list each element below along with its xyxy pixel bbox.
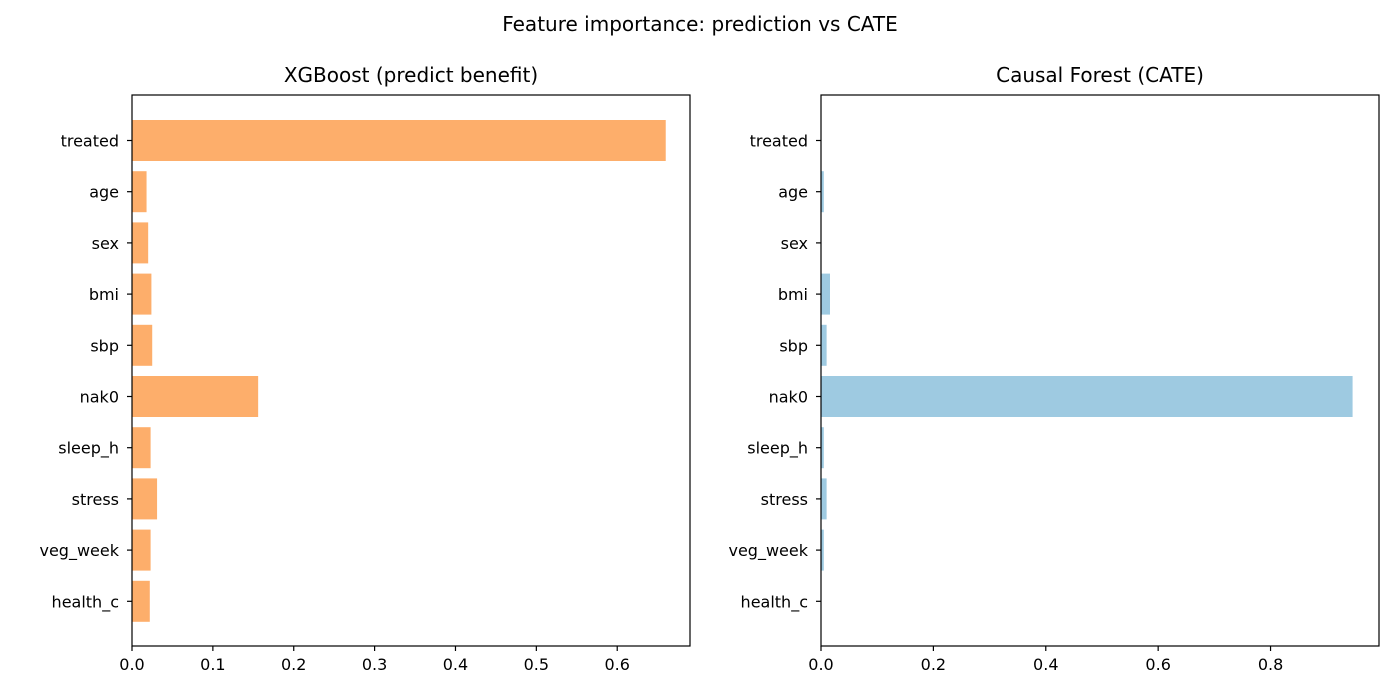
causal-forest-ytick-label-sbp: sbp [779, 336, 808, 355]
xgboost-ytick-label-age: age [89, 183, 119, 202]
xgboost-ytick-label-nak0: nak0 [80, 388, 119, 407]
causal-forest-xtick-label: 0.4 [1033, 655, 1058, 674]
xgboost-bar-sbp [132, 324, 153, 366]
causal-forest-xtick-label: 0.6 [1145, 655, 1170, 674]
xgboost-bar-sleep_h [132, 427, 151, 469]
xgboost-ytick-label-health_c: health_c [52, 592, 119, 612]
xgboost-ytick-label-stress: stress [72, 490, 119, 509]
xgboost-xtick-label: 0.0 [119, 655, 144, 674]
xgboost-xtick-label: 0.6 [604, 655, 629, 674]
xgboost-ytick-label-sbp: sbp [90, 336, 119, 355]
xgboost-title: XGBoost (predict benefit) [284, 63, 538, 87]
xgboost-ytick-label-treated: treated [61, 132, 119, 151]
xgboost-xtick-label: 0.3 [362, 655, 387, 674]
xgboost-ytick-label-bmi: bmi [89, 285, 119, 304]
xgboost-bar-age [132, 171, 147, 213]
causal-forest-ytick-label-age: age [778, 183, 808, 202]
causal-forest-title: Causal Forest (CATE) [996, 63, 1204, 87]
xgboost-bar-bmi [132, 273, 152, 315]
causal-forest-ytick-label-sleep_h: sleep_h [747, 439, 808, 459]
xgboost-xtick-label: 0.4 [443, 655, 468, 674]
xgboost-bar-treated [132, 120, 666, 161]
causal-forest-ytick-label-bmi: bmi [778, 285, 808, 304]
xgboost-ytick-label-sex: sex [92, 234, 119, 253]
xgboost-xtick-label: 0.2 [281, 655, 306, 674]
causal-forest-ytick-label-veg_week: veg_week [728, 541, 808, 561]
xgboost-bar-nak0 [132, 376, 259, 417]
causal-forest-axes-frame [820, 94, 1380, 647]
xgboost-bar-veg_week [132, 529, 151, 571]
xgboost-bar-sex [132, 222, 149, 264]
xgboost-axes-frame [131, 94, 691, 647]
causal-forest-ytick-label-treated: treated [750, 132, 808, 151]
causal-forest-bar-veg_week [821, 529, 824, 571]
causal-forest-xtick-label: 0.8 [1258, 655, 1283, 674]
causal-forest-xtick-label: 0.0 [808, 655, 833, 674]
causal-forest-ytick-label-health_c: health_c [741, 592, 808, 612]
xgboost-ytick-label-sleep_h: sleep_h [58, 439, 119, 459]
xgboost-xtick-label: 0.1 [200, 655, 225, 674]
panel-causal-forest: Causal Forest (CATE) treated age sex bmi sbp n… [728, 63, 1380, 674]
xgboost-bar-stress [132, 478, 158, 520]
figure-title: Feature importance: prediction vs CATE [502, 12, 898, 36]
causal-forest-bar-nak0 [821, 376, 1353, 417]
causal-forest-bar-age [821, 171, 824, 213]
causal-forest-ytick-label-stress: stress [761, 490, 808, 509]
panel-xgboost: XGBoost (predict benefit) treated age sex bm… [39, 63, 691, 674]
causal-forest-bar-sleep_h [821, 427, 824, 469]
xgboost-xtick-label: 0.5 [524, 655, 549, 674]
xgboost-ytick-label-veg_week: veg_week [39, 541, 119, 561]
xgboost-bar-health_c [132, 580, 150, 622]
causal-forest-bar-bmi [821, 273, 830, 315]
causal-forest-ytick-label-sex: sex [781, 234, 808, 253]
causal-forest-xtick-label: 0.2 [921, 655, 946, 674]
causal-forest-bar-sbp [821, 324, 827, 366]
causal-forest-bar-stress [821, 478, 827, 520]
causal-forest-ytick-label-nak0: nak0 [769, 388, 808, 407]
